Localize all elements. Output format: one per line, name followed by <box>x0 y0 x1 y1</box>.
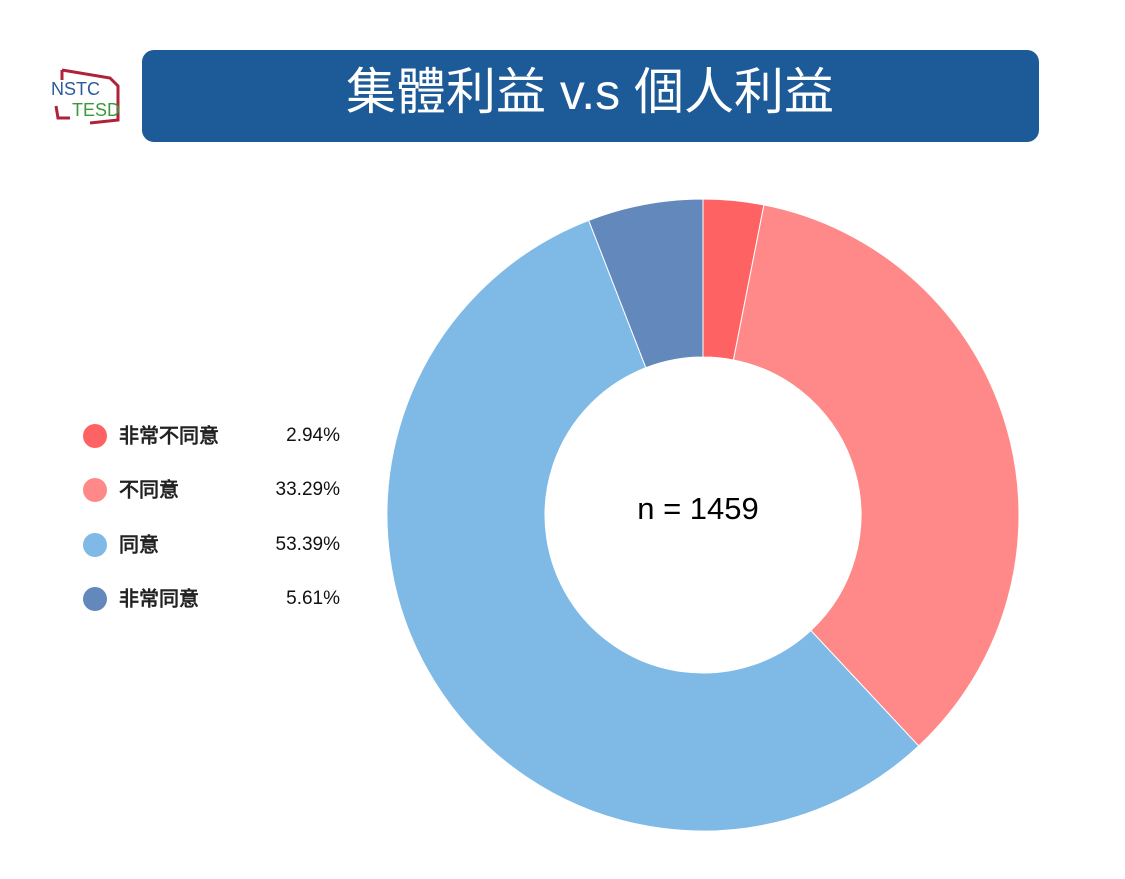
legend-label: 非常同意 <box>119 586 199 610</box>
legend-swatch <box>83 587 107 611</box>
legend-value: 53.39% <box>276 534 341 555</box>
legend-label: 同意 <box>119 532 159 556</box>
center-label: n = 1459 <box>637 491 759 526</box>
chart-title: 集體利益 v.s 個人利益 <box>346 64 834 120</box>
title-banner <box>142 50 1039 142</box>
legend-value: 33.29% <box>276 479 341 500</box>
donut-slice <box>732 204 1020 747</box>
donut <box>386 198 1020 832</box>
legend-label: 非常不同意 <box>119 423 219 447</box>
legend-value: 2.94% <box>286 425 340 446</box>
legend-swatch <box>83 478 107 502</box>
legend-label: 不同意 <box>119 477 179 501</box>
logo-bottom: TESD <box>72 100 120 120</box>
donut-slice <box>588 198 704 369</box>
legend: 非常不同意 2.94% 不同意 33.29% 同意 53.39% 非常同意 5.61% <box>83 423 340 611</box>
legend-swatch <box>83 533 107 557</box>
logo-outline <box>54 68 120 125</box>
legend-swatch <box>83 424 107 448</box>
logo-top: NSTC <box>51 79 100 99</box>
legend-value: 5.61% <box>286 588 340 609</box>
logo: NSTC TESD <box>51 68 120 125</box>
donut-slice <box>386 219 920 832</box>
